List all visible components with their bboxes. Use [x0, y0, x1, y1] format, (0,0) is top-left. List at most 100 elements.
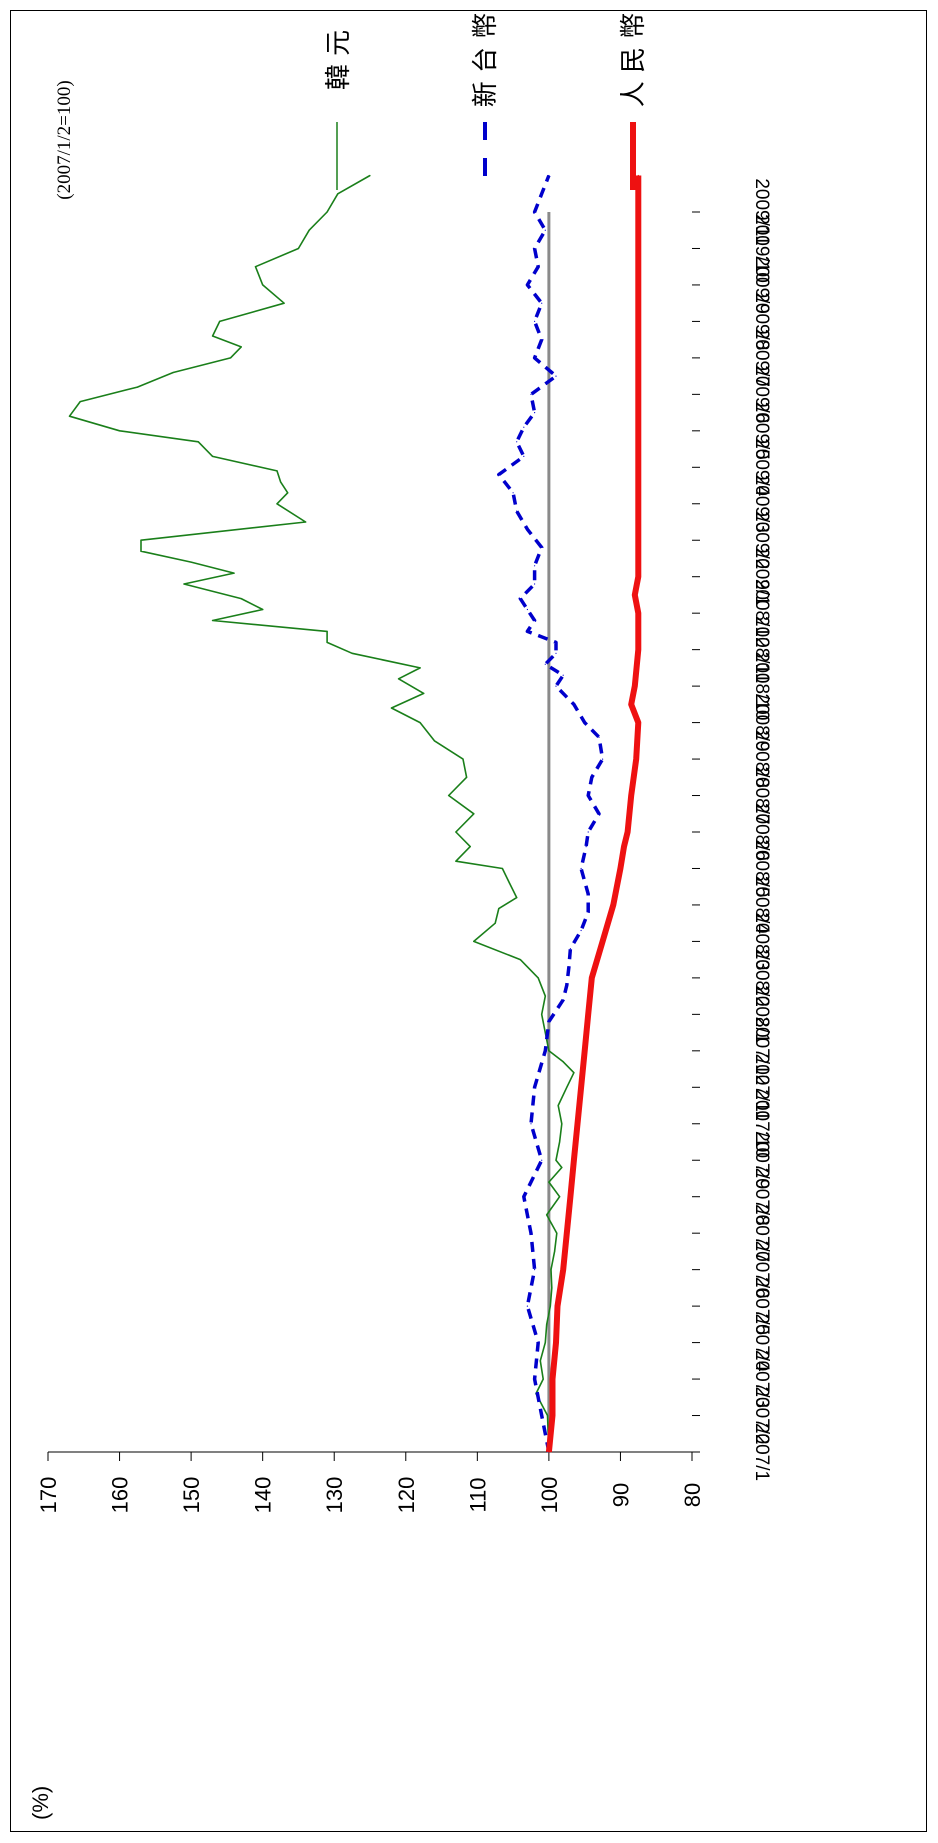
axis-layer: 80 90 100 110 120 130 140 150 160 170 2007/12007/2… — [36, 178, 772, 1513]
data-point-krw — [369, 174, 371, 177]
date-tick-label: 2008/4 — [751, 876, 772, 935]
data-point-krw — [551, 1287, 553, 1289]
data-point-twd — [541, 193, 543, 195]
date-tick-label: 2009/8 — [751, 292, 772, 350]
data-point-twd — [580, 929, 582, 932]
data-point-twd — [530, 393, 532, 395]
data-point-twd — [544, 1050, 546, 1052]
data-point-twd — [555, 685, 557, 687]
data-point-krw — [276, 503, 278, 505]
date-tick-label: 2009/10 — [751, 214, 772, 283]
date-tick-label: 2008/12 — [751, 579, 772, 648]
date-tick-label: 2008/10 — [751, 652, 772, 721]
data-point-twd — [555, 375, 557, 377]
data-point-krw — [183, 583, 185, 585]
data-point-krw — [559, 1141, 561, 1143]
data-point-krw — [229, 357, 232, 359]
data-point-cny — [637, 320, 639, 322]
series-line-cny — [545, 175, 642, 1453]
data-point-krw — [119, 430, 121, 432]
value-tick-label: 170 — [36, 1477, 61, 1514]
date-tick-label: 2007/6 — [751, 1241, 772, 1299]
data-point-twd — [562, 674, 564, 676]
data-point-cny — [630, 794, 632, 797]
data-point-twd — [568, 966, 570, 968]
data-point-cny — [587, 1013, 589, 1016]
data-point-krw — [466, 776, 468, 778]
data-point-krw — [398, 678, 400, 680]
data-point-krw — [546, 1414, 549, 1417]
data-point-twd — [587, 831, 589, 833]
data-point-twd — [591, 776, 593, 778]
data-point-krw — [562, 1061, 564, 1063]
data-point-cny — [602, 940, 604, 943]
data-point-krw — [546, 1214, 548, 1216]
data-point-cny — [635, 758, 637, 760]
data-point-krw — [254, 266, 257, 268]
date-tick-label: 2007/9 — [751, 1131, 772, 1189]
data-point-twd — [569, 948, 572, 950]
date-tick-label: 2007/2 — [751, 1386, 772, 1444]
date-tick-label: 2009/9 — [751, 256, 772, 314]
date-tick-label: 2009/4 — [751, 438, 772, 497]
date-tick-label: 2009/5 — [751, 402, 772, 460]
data-point-krw — [544, 1342, 546, 1344]
data-point-krw — [326, 641, 328, 644]
data-point-cny — [637, 211, 639, 213]
data-point-krw — [508, 882, 511, 884]
data-point-krw — [516, 897, 518, 899]
date-tick-label: 2008/1 — [751, 985, 772, 1043]
date-tick-label: 2008/8 — [751, 730, 772, 788]
data-point-krw — [280, 481, 282, 483]
value-tick-label: 110 — [465, 1477, 490, 1512]
data-point-krw — [212, 619, 214, 622]
data-point-krw — [548, 1050, 550, 1052]
date-tick-label: 2008/6 — [751, 803, 772, 861]
date-tick-label: 2007/7 — [751, 1204, 772, 1262]
data-point-krw — [79, 401, 81, 403]
chart-frame — [10, 10, 927, 1832]
data-point-krw — [423, 692, 425, 695]
data-point-twd — [541, 1159, 543, 1161]
date-tick-label: 2007/5 — [751, 1277, 772, 1335]
data-point-twd — [587, 794, 589, 797]
data-point-twd — [534, 357, 536, 359]
data-point-cny — [573, 1159, 575, 1161]
data-point-cny — [569, 1196, 572, 1198]
data-point-krw — [469, 846, 471, 848]
date-tick-label: 2007/4 — [751, 1314, 772, 1373]
data-point-krw — [190, 561, 192, 563]
date-tick-label: 2007/11 — [751, 1054, 772, 1121]
value-tick-label: 160 — [108, 1477, 133, 1514]
data-point-twd — [523, 455, 525, 457]
data-point-krw — [276, 470, 278, 472]
data-point-cny — [634, 594, 636, 596]
date-tick-label: 2008/3 — [751, 912, 772, 970]
data-point-krw — [140, 539, 142, 541]
date-tick-label: 2009/11 — [751, 178, 772, 245]
data-point-krw — [433, 740, 435, 742]
data-point-twd — [534, 583, 536, 585]
data-point-krw — [337, 193, 339, 195]
data-point-twd — [526, 630, 529, 633]
data-point-cny — [551, 1414, 554, 1417]
data-point-twd — [541, 1414, 543, 1417]
data-point-krw — [140, 550, 142, 552]
legend-twd-label: 新 台 幣 — [471, 13, 501, 108]
data-point-twd — [526, 284, 529, 286]
data-point-krw — [326, 630, 328, 633]
data-point-krw — [542, 1378, 544, 1380]
data-point-krw — [573, 1072, 575, 1074]
data-point-twd — [555, 652, 557, 654]
value-tick-label: 120 — [394, 1477, 419, 1514]
data-point-cny — [555, 1342, 557, 1344]
data-point-twd — [523, 426, 525, 428]
data-point-cny — [556, 1305, 559, 1307]
legend: 韓 元 新 台 幣 人 民 幣 — [324, 13, 649, 190]
data-point-krw — [283, 302, 285, 304]
data-point-krw — [498, 908, 500, 910]
data-point-twd — [537, 1342, 539, 1344]
data-point-krw — [419, 722, 421, 724]
data-point-twd — [598, 813, 600, 815]
data-point-twd — [534, 619, 536, 622]
